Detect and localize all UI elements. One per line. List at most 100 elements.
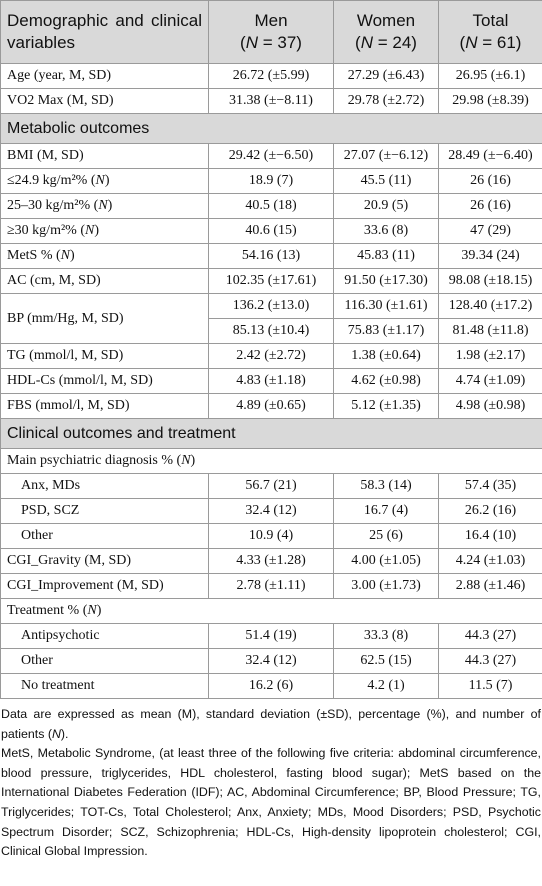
- header-cell: Women (N = 24): [333, 0, 439, 64]
- value-cell: 45.5 (11): [333, 168, 439, 194]
- value-cell: 116.30 (±1.61): [333, 293, 439, 319]
- row-label: ≥30 kg/m²% (N): [0, 218, 209, 244]
- value-cell: 91.50 (±17.30): [333, 268, 439, 294]
- data-row: VO2 Max (M, SD) 31.38 (±−8.11) 29.78 (±2.7…: [0, 88, 542, 114]
- data-row: Other 10.9 (4) 25 (6) 16.4 (10): [0, 523, 542, 549]
- section-title: Clinical outcomes and treatment: [0, 418, 542, 449]
- value-cell: 1.98 (±2.17): [438, 343, 542, 369]
- value-cell: 31.38 (±−8.11): [208, 88, 334, 114]
- data-row: Other 32.4 (12) 62.5 (15) 44.3 (27): [0, 648, 542, 674]
- value-cell: 54.16 (13): [208, 243, 334, 269]
- value-cell: 4.83 (±1.18): [208, 368, 334, 394]
- value-cell: 2.78 (±1.11): [208, 573, 334, 599]
- value-cell: 16.7 (4): [333, 498, 439, 524]
- value-cell: 26.95 (±6.1): [438, 63, 542, 89]
- header-text: Men: [254, 11, 288, 30]
- section-title: Metabolic outcomes: [0, 113, 542, 144]
- value-cell: 136.2 (±13.0): [208, 293, 334, 319]
- data-row: ≥30 kg/m²% (N) 40.6 (15) 33.6 (8) 47 (29): [0, 218, 542, 244]
- value-cell: 56.7 (21): [208, 473, 334, 499]
- group-title: Treatment % (N): [0, 598, 542, 624]
- value-cell: 29.42 (±−6.50): [208, 143, 334, 169]
- value-cell: 4.89 (±0.65): [208, 393, 334, 419]
- value-cell: 27.29 (±6.43): [333, 63, 439, 89]
- value-cell: 33.6 (8): [333, 218, 439, 244]
- value-cell: 44.3 (27): [438, 623, 542, 649]
- section-row: Clinical outcomes and treatment: [0, 418, 542, 449]
- value-cell: 4.24 (±1.03): [438, 548, 542, 574]
- value-cell: 28.49 (±−6.40): [438, 143, 542, 169]
- row-label: MetS % (N): [0, 243, 209, 269]
- data-row: Anx, MDs 56.7 (21) 58.3 (14) 57.4 (35): [0, 473, 542, 499]
- row-label: Other: [0, 523, 209, 549]
- value-cell: 51.4 (19): [208, 623, 334, 649]
- row-label: PSD, SCZ: [0, 498, 209, 524]
- value-cell: 57.4 (35): [438, 473, 542, 499]
- value-cell: 40.5 (18): [208, 193, 334, 219]
- value-cell: 81.48 (±11.8): [438, 318, 542, 344]
- value-cell: 40.6 (15): [208, 218, 334, 244]
- data-row: PSD, SCZ 32.4 (12) 16.7 (4) 26.2 (16): [0, 498, 542, 524]
- data-row: AC (cm, M, SD) 102.35 (±17.61) 91.50 (±17.…: [0, 268, 542, 294]
- row-label: Anx, MDs: [0, 473, 209, 499]
- row-label: Antipsychotic: [0, 623, 209, 649]
- value-cell: 3.00 (±1.73): [333, 573, 439, 599]
- value-cell: 45.83 (11): [333, 243, 439, 269]
- value-cell: 29.78 (±2.72): [333, 88, 439, 114]
- row-label: CGI_Improvement (M, SD): [0, 573, 209, 599]
- value-cell: 58.3 (14): [333, 473, 439, 499]
- data-row: FBS (mmol/l, M, SD) 4.89 (±0.65) 5.12 (±1.…: [0, 393, 542, 419]
- value-cell: 2.42 (±2.72): [208, 343, 334, 369]
- footnote: Data are expressed as mean (M), standard…: [1, 707, 541, 741]
- row-label: BMI (M, SD): [0, 143, 209, 169]
- group-row: Treatment % (N): [0, 598, 542, 624]
- data-row: CGI_Improvement (M, SD) 2.78 (±1.11) 3.00 …: [0, 573, 542, 599]
- value-cell: 27.07 (±−6.12): [333, 143, 439, 169]
- row-label: ≤24.9 kg/m²% (N): [0, 168, 209, 194]
- header-text: (N = 61): [459, 33, 522, 52]
- row-label: CGI_Gravity (M, SD): [0, 548, 209, 574]
- row-label: 25–30 kg/m²% (N): [0, 193, 209, 219]
- value-cell: 33.3 (8): [333, 623, 439, 649]
- value-cell: 29.98 (±8.39): [438, 88, 542, 114]
- value-cell: 47 (29): [438, 218, 542, 244]
- row-label: Age (year, M, SD): [0, 63, 209, 89]
- header-text: Total: [472, 11, 509, 30]
- value-cell: 2.88 (±1.46): [438, 573, 542, 599]
- row-label: VO2 Max (M, SD): [0, 88, 209, 114]
- header-row: Demographic and clinical variables Men (N …: [0, 0, 542, 64]
- row-label: AC (cm, M, SD): [0, 268, 209, 294]
- data-row: TG (mmol/l, M, SD) 2.42 (±2.72) 1.38 (±0.6…: [0, 343, 542, 369]
- section-row: Metabolic outcomes: [0, 113, 542, 144]
- row-label: BP (mm/Hg, M, SD): [0, 293, 209, 344]
- value-cell: 26 (16): [438, 193, 542, 219]
- value-cell: 4.00 (±1.05): [333, 548, 439, 574]
- row-label: HDL-Cs (mmol/l, M, SD): [0, 368, 209, 394]
- header-cell: Total (N = 61): [438, 0, 542, 64]
- value-cell: 10.9 (4): [208, 523, 334, 549]
- value-cell: 98.08 (±18.15): [438, 268, 542, 294]
- value-cell: 4.98 (±0.98): [438, 393, 542, 419]
- value-cell: 4.62 (±0.98): [333, 368, 439, 394]
- value-cell: 26.2 (16): [438, 498, 542, 524]
- value-cell: 11.5 (7): [438, 673, 542, 699]
- value-cell: 85.13 (±10.4): [208, 318, 334, 344]
- row-label: Other: [0, 648, 209, 674]
- data-row: 25–30 kg/m²% (N) 40.5 (18) 20.9 (5) 26 (16): [0, 193, 542, 219]
- value-cell: 44.3 (27): [438, 648, 542, 674]
- data-row: BP (mm/Hg, M, SD) 136.2 (±13.0) 116.30 (±1…: [0, 293, 542, 344]
- header-text: Women: [356, 11, 416, 30]
- footnotes: Data are expressed as mean (M), standard…: [0, 699, 542, 862]
- data-row: BMI (M, SD) 29.42 (±−6.50) 27.07 (±−6.12) 2…: [0, 143, 542, 169]
- data-table: Demographic and clinical variables Men (N …: [0, 0, 542, 699]
- value-cell: 20.9 (5): [333, 193, 439, 219]
- group-title: Main psychiatric diagnosis % (N): [0, 448, 542, 474]
- header-text: Demographic and clinical variables: [7, 11, 202, 52]
- value-cell: 4.74 (±1.09): [438, 368, 542, 394]
- row-label: TG (mmol/l, M, SD): [0, 343, 209, 369]
- value-cell: 4.2 (1): [333, 673, 439, 699]
- value-cell: 16.4 (10): [438, 523, 542, 549]
- data-row: Age (year, M, SD) 26.72 (±5.99) 27.29 (±6.…: [0, 63, 542, 89]
